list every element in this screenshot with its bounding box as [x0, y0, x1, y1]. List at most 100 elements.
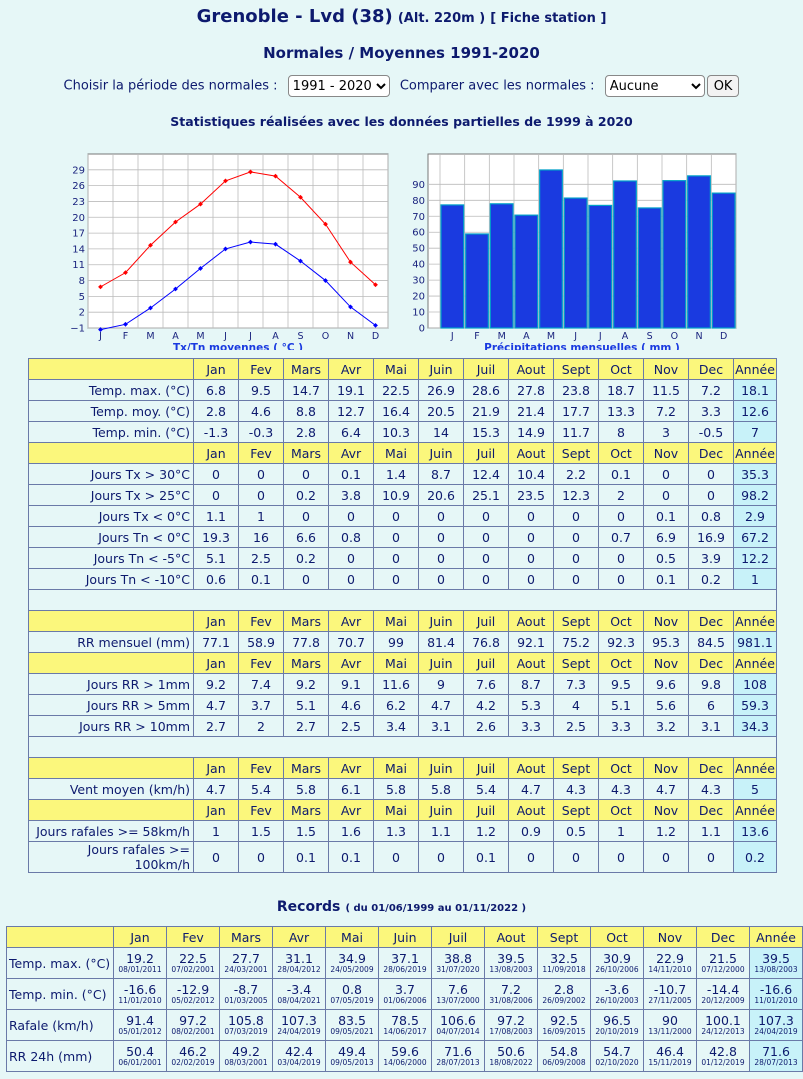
value-cell: 8.8 — [283, 400, 329, 422]
precip-bar — [613, 180, 637, 329]
ok-button[interactable]: OK — [706, 75, 740, 97]
value-cell: 0 — [688, 484, 734, 506]
x-tick-label: D — [372, 331, 379, 342]
month-header: Fev — [166, 926, 220, 948]
spacer-row — [28, 736, 777, 758]
header-blank — [6, 926, 114, 948]
record-cell: 2.8 26/09/2002 — [537, 978, 591, 1010]
x-tick-label: A — [172, 331, 179, 342]
month-header: Oct — [598, 610, 644, 632]
record-row: Temp. max. (°C) 19.2 08/01/2011 22.5 07/02/2… — [6, 947, 803, 979]
row-label: Jours RR > 10mm — [28, 715, 194, 737]
month-header: Oct — [598, 442, 644, 464]
precip-bar — [514, 214, 539, 329]
record-cell: 83.5 09/05/2021 — [325, 1009, 379, 1041]
y-tick-label: 0 — [419, 324, 425, 335]
series-line — [100, 171, 376, 288]
value-cell: 92.3 — [598, 631, 644, 653]
record-date: 02/02/2019 — [171, 1058, 215, 1067]
value-cell: 0 — [373, 526, 419, 548]
value-cell: 77.1 — [193, 631, 239, 653]
record-cell: 30.9 26/10/2006 — [590, 947, 644, 979]
value-cell: 9.1 — [328, 673, 374, 695]
month-header: Mars — [283, 358, 329, 380]
month-header: Nov — [643, 926, 697, 948]
value-cell: 6.1 — [328, 778, 374, 800]
value-cell: 0 — [688, 841, 734, 873]
value-cell: 0 — [553, 568, 599, 590]
record-date: 08/01/2011 — [118, 965, 162, 974]
table-row: Jours RR > 10mm 2.7 2 2.7 2.5 3.4 3.1 2.6 3.3 2.5… — [28, 715, 777, 737]
value-cell: 0.6 — [193, 568, 239, 590]
month-header: Dec — [688, 799, 734, 821]
value-cell: 9.5 — [238, 379, 284, 401]
record-date: 08/03/2001 — [224, 1058, 268, 1067]
record-cell: 27.7 24/03/2001 — [219, 947, 273, 979]
record-value: 54.8 — [550, 1043, 578, 1059]
value-cell: 0 — [193, 841, 239, 873]
station-name: Grenoble - Lvd (38) — [196, 6, 393, 27]
record-cell: 97.2 17/08/2003 — [484, 1009, 538, 1041]
value-cell: 4.3 — [688, 778, 734, 800]
row-label: Temp. min. (°C) — [6, 978, 114, 1010]
value-cell: 77.8 — [283, 631, 329, 653]
record-value: 50.6 — [497, 1043, 525, 1059]
value-cell: 9.2 — [193, 673, 239, 695]
record-date: 01/06/2006 — [383, 996, 427, 1005]
fiche-station-link[interactable]: [ Fiche station ] — [490, 11, 607, 26]
record-date: 05/02/2012 — [171, 996, 215, 1005]
record-date: 08/02/2001 — [171, 1027, 215, 1036]
record-row: RR 24h (mm) 50.4 06/01/2001 46.2 02/02/2019 4… — [6, 1040, 803, 1072]
period-select[interactable]: 1991 - 2020 — [287, 75, 390, 97]
spacer-row — [28, 589, 777, 611]
month-header: Oct — [598, 652, 644, 674]
value-cell: 18.7 — [598, 379, 644, 401]
month-header-row: Jan Fev Mars Avr Mai Juin Juil Aout Sept Oct Nov De… — [28, 799, 777, 821]
data-point — [323, 278, 328, 283]
record-date: 14/11/2010 — [648, 965, 692, 974]
year-value-cell: 59.3 — [733, 694, 777, 716]
month-header: Dec — [688, 358, 734, 380]
value-cell: 0 — [373, 841, 419, 873]
table-row: Temp. moy. (°C) 2.8 4.6 8.8 12.7 16.4 20.5 21.9… — [28, 400, 777, 422]
value-cell: 16.9 — [688, 526, 734, 548]
month-header: Juin — [418, 652, 464, 674]
value-cell: 7.6 — [463, 673, 509, 695]
month-header-row: Jan Fev Mars Avr Mai Juin Juil Aout Sept Oct Nov De… — [28, 652, 777, 674]
record-cell: 78.5 14/06/2017 — [378, 1009, 432, 1041]
year-value-cell: 18.1 — [733, 379, 777, 401]
stats-note: Statistiques réalisées avec les données … — [170, 114, 633, 129]
value-cell: 1 — [598, 820, 644, 842]
month-header-row: Jan Fev Mars Avr Mai Juin Juil Aout Sept Oct Nov De… — [28, 610, 777, 632]
year-value-cell: 981.1 — [733, 631, 777, 653]
value-cell: 84.5 — [688, 631, 734, 653]
value-cell: 0 — [508, 526, 554, 548]
value-cell: 20.5 — [418, 400, 464, 422]
value-cell: 6.9 — [643, 526, 689, 548]
record-cell: 39.5 13/08/2003 — [484, 947, 538, 979]
temperature-chart: 29 26 23 20 17 14 11 8 5 2 −1 J F M A M J J A S O N D Tx/Tn moy… — [70, 153, 389, 350]
value-cell: 16.4 — [373, 400, 419, 422]
row-label: Jours rafales >= 100km/h — [28, 841, 194, 873]
x-tick-label: A — [622, 331, 629, 342]
value-cell: 0.1 — [328, 841, 374, 873]
value-cell: 70.7 — [328, 631, 374, 653]
compare-select[interactable]: Aucune — [604, 75, 705, 97]
year-value-cell: 34.3 — [733, 715, 777, 737]
x-tick-label: A — [523, 331, 530, 342]
month-header: Mars — [283, 442, 329, 464]
month-header: Aout — [508, 652, 554, 674]
value-cell: 0.8 — [328, 526, 374, 548]
month-header: Nov — [643, 799, 689, 821]
record-date: 09/05/2021 — [330, 1027, 374, 1036]
record-value: 7.2 — [501, 981, 521, 997]
record-value: 39.5 — [762, 950, 790, 966]
value-cell: 10.9 — [373, 484, 419, 506]
spacer-cell — [28, 736, 777, 758]
value-cell: 4.3 — [553, 778, 599, 800]
record-date: 20/10/2019 — [595, 1027, 639, 1036]
record-date: 15/11/2019 — [648, 1058, 692, 1067]
month-header: Mars — [283, 652, 329, 674]
value-cell: 76.8 — [463, 631, 509, 653]
row-label: Jours RR > 5mm — [28, 694, 194, 716]
